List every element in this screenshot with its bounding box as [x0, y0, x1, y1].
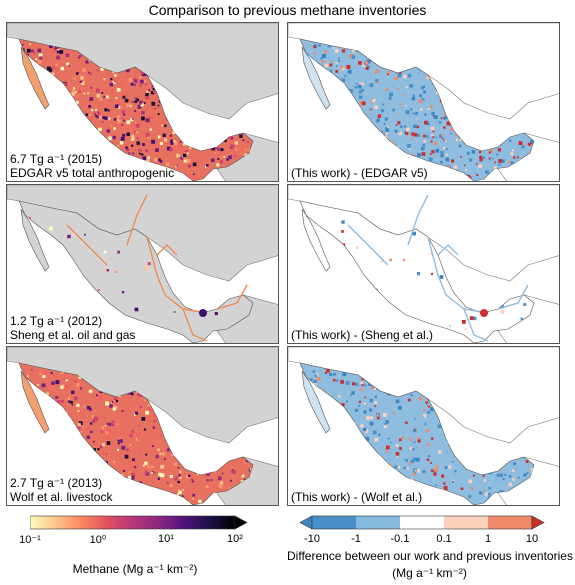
methane-tick-2: 10¹	[158, 533, 174, 545]
baja-peninsula	[301, 208, 331, 272]
panel-wolf-source-label: Wolf et al. livestock	[10, 490, 113, 504]
baja-peninsula	[20, 208, 50, 272]
panel-edgar-diff-label: (This work) - (EDGAR v5)	[291, 166, 428, 180]
panel-edgar-total-label: 6.7 Tg a⁻¹ (2015)	[10, 152, 103, 166]
difference-colorbar-label: Difference between our work and previous…	[287, 549, 573, 563]
panel-wolf-diff-label: (This work) - (Wolf et al.)	[291, 490, 423, 504]
panel-edgar-absolute	[6, 22, 279, 182]
map-sheng-diff	[288, 185, 559, 343]
pipeline-line	[437, 244, 459, 256]
panel-sheng-total-label: 1.2 Tg a⁻¹ (2012)	[10, 314, 103, 328]
map-edgar-diff	[288, 23, 559, 181]
pipeline-line	[347, 224, 389, 266]
map-sheng-abs	[7, 185, 278, 343]
panel-wolf-difference	[287, 346, 560, 506]
mexico-landmass	[299, 200, 535, 343]
pipeline-line	[146, 236, 208, 314]
baja-peninsula	[20, 370, 50, 434]
baja-peninsula	[301, 46, 331, 110]
pipeline-line	[216, 284, 248, 310]
panel-edgar-difference	[287, 22, 560, 182]
panel-wolf-total-label: 2.7 Tg a⁻¹ (2013)	[10, 476, 103, 490]
methane-tick-3: 10²	[227, 533, 243, 545]
pipeline-line	[182, 308, 208, 342]
pipeline-line	[497, 284, 529, 310]
difference-colorbar	[300, 515, 545, 530]
panel-edgar-source-label: EDGAR v5 total anthropogenic	[10, 166, 175, 180]
panel-sheng-diff-label: (This work) - (Sheng et al.)	[291, 328, 434, 342]
baja-peninsula	[301, 370, 331, 434]
methane-colorbar	[30, 515, 248, 530]
map-wolf-diff	[288, 347, 559, 505]
map-wolf-abs	[7, 347, 278, 505]
panel-wolf-absolute	[6, 346, 279, 506]
methane-colorbar-label: Methane (Mg a⁻¹ km⁻²)	[72, 562, 198, 576]
pipeline-line	[126, 194, 148, 246]
difference-tick-1: -1	[351, 533, 361, 545]
baja-peninsula	[20, 46, 50, 110]
panel-sheng-source-label: Sheng et al. oil and gas	[10, 328, 136, 342]
figure-title: Comparison to previous methane inventori…	[148, 2, 427, 18]
difference-tick-4: 1	[484, 533, 492, 545]
pipeline-line	[156, 244, 178, 256]
map-edgar-abs	[7, 23, 278, 181]
mexico-landmass	[299, 362, 535, 505]
difference-colorbar-units: (Mg a⁻¹ km⁻²)	[392, 566, 467, 580]
difference-tick-2: -0.1	[390, 533, 410, 545]
pipeline-line	[66, 224, 108, 266]
hotspot-marker	[480, 309, 488, 317]
difference-tick-0: -10	[304, 533, 320, 545]
methane-tick-1: 10⁰	[89, 534, 107, 546]
pipeline-line	[463, 308, 489, 342]
pipeline-line	[427, 236, 489, 314]
mexico-landmass	[18, 200, 254, 343]
difference-tick-5: 10	[525, 533, 539, 545]
panel-sheng-difference	[287, 184, 560, 344]
pipeline-line	[407, 194, 429, 246]
panel-sheng-absolute	[6, 184, 279, 344]
difference-tick-3: 0.1	[436, 533, 452, 545]
hotspot-marker	[199, 309, 207, 317]
methane-tick-0: 10⁻¹	[19, 534, 41, 546]
